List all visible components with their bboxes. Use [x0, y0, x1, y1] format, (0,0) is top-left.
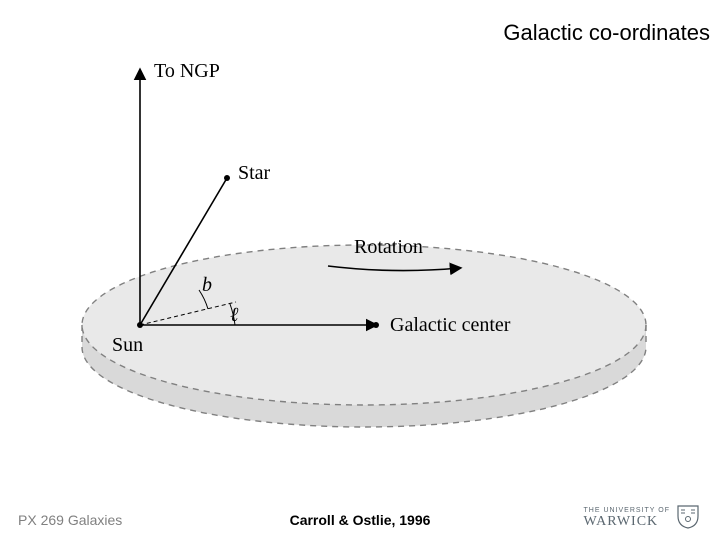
logo-line1: THE UNIVERSITY OF: [584, 507, 671, 514]
crest-icon: [674, 502, 702, 530]
label-rotation: Rotation: [354, 236, 423, 259]
footer-citation: Carroll & Ostlie, 1996: [290, 512, 431, 528]
warwick-logo: THE UNIVERSITY OF WARWICK: [584, 496, 703, 530]
label-sun: Sun: [112, 334, 143, 357]
label-gc: Galactic center: [390, 314, 510, 337]
diagram-svg: [60, 50, 660, 470]
galactic-diagram: To NGP Star Rotation b ℓ Sun Galactic ce…: [60, 50, 660, 470]
page-title: Galactic co-ordinates: [503, 20, 710, 46]
label-b: b: [202, 274, 212, 297]
footer-course: PX 269 Galaxies: [18, 512, 122, 528]
label-l: ℓ: [230, 304, 238, 327]
logo-line2: WARWICK: [584, 514, 659, 530]
label-star: Star: [238, 162, 270, 185]
footer: PX 269 Galaxies Carroll & Ostlie, 1996 T…: [0, 498, 720, 528]
label-ngp: To NGP: [154, 60, 220, 83]
